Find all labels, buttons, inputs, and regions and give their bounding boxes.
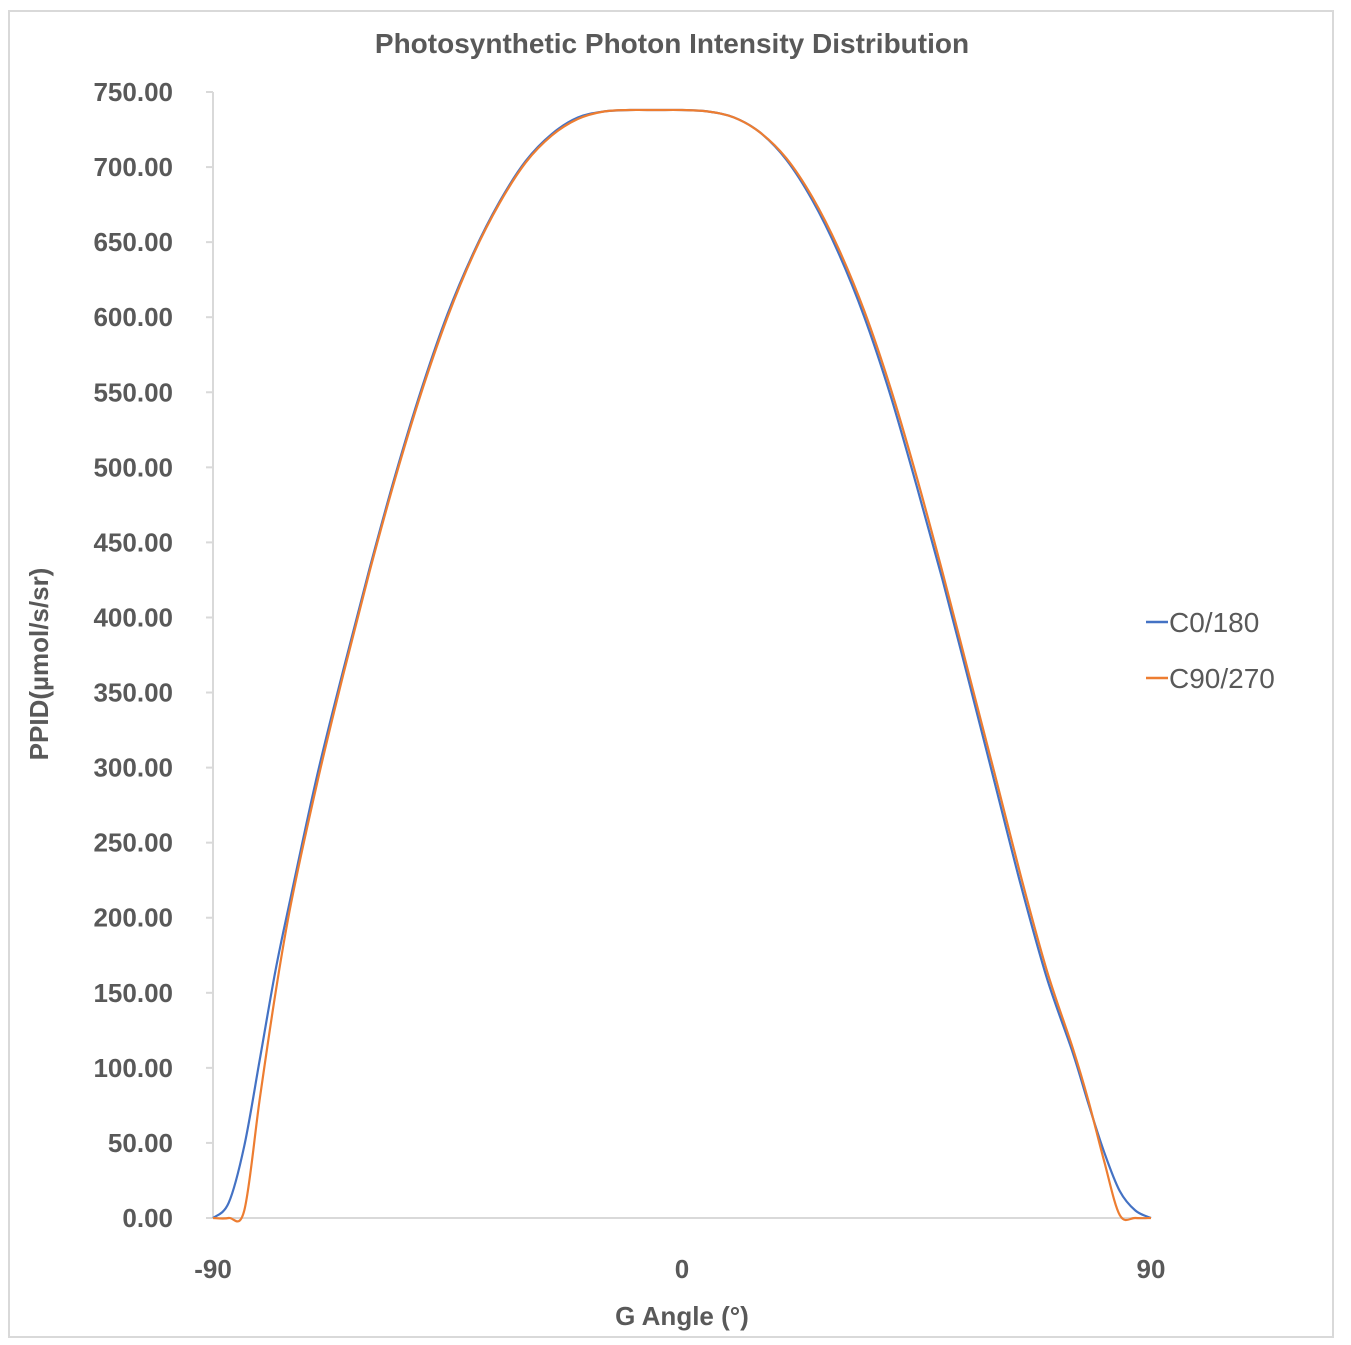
y-tick-label: 0.00 <box>122 1203 173 1233</box>
chart-title: Photosynthetic Photon Intensity Distribu… <box>375 28 969 59</box>
legend: C0/180 C90/270 <box>1146 607 1275 694</box>
y-tick-label: 200.00 <box>93 903 173 933</box>
x-axis-ticks: -90 0 90 <box>194 1254 1165 1284</box>
y-tick-label: 500.00 <box>93 452 173 482</box>
y-tick-label: 550.00 <box>93 377 173 407</box>
chart-frame: Photosynthetic Photon Intensity Distribu… <box>8 10 1334 1338</box>
x-tick-label: 0 <box>675 1254 689 1284</box>
y-axis-title: PPID(µmol/s/sr) <box>24 568 54 761</box>
chart-svg: Photosynthetic Photon Intensity Distribu… <box>24 28 1275 1331</box>
series-line-1 <box>212 108 1152 1220</box>
y-tick-label: 350.00 <box>93 678 173 708</box>
y-tick-label: 600.00 <box>93 302 173 332</box>
y-tick-label: 450.00 <box>93 527 173 557</box>
y-tick-label: 300.00 <box>93 753 173 783</box>
series-line-2 <box>212 108 1152 1223</box>
y-tick-label: 650.00 <box>93 227 173 257</box>
x-tick-label: 90 <box>1137 1254 1166 1284</box>
legend-label: C90/270 <box>1169 663 1275 694</box>
series-layer <box>212 108 1152 1223</box>
y-tick-label: 250.00 <box>93 828 173 858</box>
x-axis-title: G Angle (°) <box>615 1301 749 1331</box>
y-axis-ticks: 0.00 50.00 100.00 150.00 200.00 250.00 300.00 3… <box>93 77 213 1233</box>
y-tick-label: 100.00 <box>93 1053 173 1083</box>
y-tick-label: 700.00 <box>93 152 173 182</box>
y-tick-label: 750.00 <box>93 77 173 107</box>
y-tick-label: 400.00 <box>93 602 173 632</box>
x-tick-label: -90 <box>194 1254 232 1284</box>
y-tick-label: 50.00 <box>108 1128 173 1158</box>
legend-label: C0/180 <box>1169 607 1259 638</box>
y-tick-label: 150.00 <box>93 978 173 1008</box>
